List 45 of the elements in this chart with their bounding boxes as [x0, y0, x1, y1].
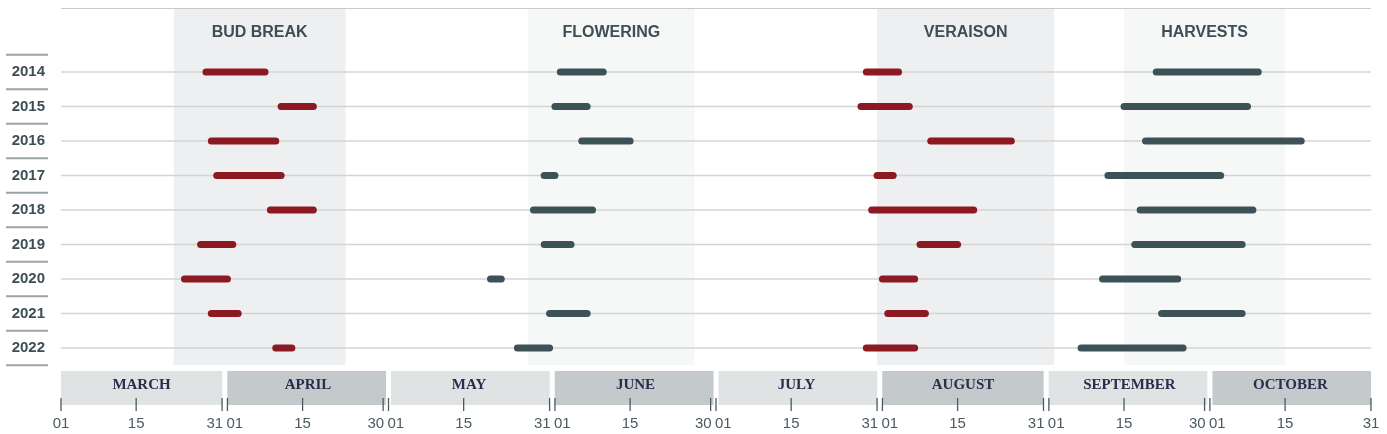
x-tick-label: 15 [1276, 414, 1294, 432]
x-tick-label: 01 [226, 414, 244, 432]
band-label: FLOWERING [562, 23, 661, 41]
x-tick-label: 31 [1027, 414, 1045, 432]
y-tick-label: 2019 [11, 234, 45, 252]
x-tick-label: 31 [1362, 414, 1380, 432]
x-tick-label: 15 [455, 414, 473, 432]
y-tick-label: 2020 [11, 269, 45, 287]
x-tick-label: 30 [367, 414, 385, 432]
y-tick-label: 2021 [11, 303, 45, 321]
x-tick-label: 01 [1047, 414, 1065, 432]
x-tick-label: 15 [1115, 414, 1133, 432]
x-tick-label: 01 [881, 414, 899, 432]
x2-tick-label: MAY [451, 375, 487, 392]
x2-tick-label: JULY [777, 375, 816, 392]
x2-tick-label: SEPTEMBER [1083, 375, 1176, 392]
x-tick-label: 15 [127, 414, 145, 432]
band-label: VERAISON [923, 23, 1008, 41]
x-tick-label: 30 [694, 414, 712, 432]
x-tick-label: 15 [621, 414, 639, 432]
x-tick-label: 01 [1208, 414, 1226, 432]
x-tick-label: 01 [387, 414, 405, 432]
y-tick-label: 2018 [11, 200, 45, 218]
x-tick-label: 31 [861, 414, 879, 432]
x-tick-label: 30 [1188, 414, 1206, 432]
x-tick-label: 15 [294, 414, 311, 432]
x2-tick-label: JUNE [615, 375, 656, 392]
x-tick-label: 31 [533, 414, 551, 432]
band-label: HARVESTS [1161, 23, 1249, 41]
y-tick-label: 2016 [11, 131, 45, 149]
x2-tick-label: AUGUST [931, 375, 995, 392]
x-tick-label: 01 [52, 414, 70, 432]
x2-tick-label: APRIL [284, 375, 332, 392]
x2-tick-label: MARCH [112, 375, 172, 392]
x-tick-label: 15 [782, 414, 800, 432]
y-tick-label: 2017 [11, 165, 45, 183]
x-tick-label: 15 [949, 414, 966, 432]
y-tick-label: 2015 [11, 96, 45, 114]
x-tick-label: 01 [715, 414, 732, 432]
y-tick-label: 2014 [11, 62, 46, 80]
band-label: BUD BREAK [211, 23, 309, 41]
y-tick-label: 2022 [11, 338, 45, 356]
x-tick-label: 01 [553, 414, 571, 432]
x-tick-label: 31 [206, 414, 224, 432]
x2-tick-label: OCTOBER [1253, 375, 1328, 392]
